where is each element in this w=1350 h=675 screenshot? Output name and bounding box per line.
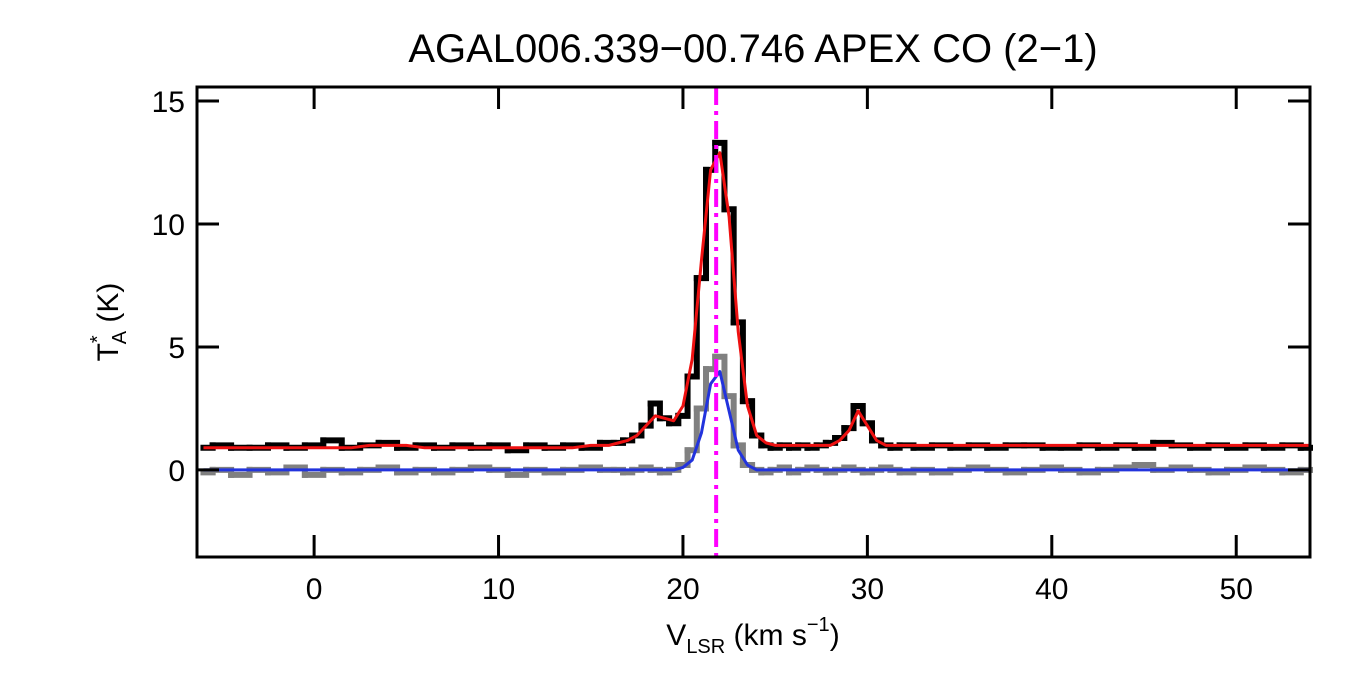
- fit-line: [203, 151, 1310, 450]
- plot-background: [197, 87, 1310, 557]
- spectrum-step: [647, 400, 663, 422]
- x-label-end: ): [830, 619, 840, 652]
- y-tick-label: 10: [152, 209, 185, 242]
- x-tick-label: 30: [851, 573, 884, 606]
- x-tick-label: 50: [1220, 573, 1253, 606]
- spectrum-step: [832, 425, 848, 441]
- x-label-sup: −1: [807, 614, 830, 636]
- y-tick-label: 0: [168, 455, 185, 488]
- x-label-main: V: [666, 619, 686, 652]
- x-tick-label: 40: [1035, 573, 1068, 606]
- x-tick-label: 20: [666, 573, 699, 606]
- x-label-rest: (km s: [725, 619, 807, 652]
- y-label-main: T: [92, 343, 125, 361]
- y-label-rest: (K): [92, 283, 125, 331]
- chart-title: AGAL006.339−00.746 APEX CO (2−1): [408, 27, 1097, 71]
- y-tick-label: 15: [152, 86, 185, 119]
- x-tick-label: 0: [306, 573, 323, 606]
- plot-frame: [195, 85, 1312, 559]
- x-axis-label: VLSR (km s−1): [666, 614, 839, 658]
- x-label-sub: LSR: [686, 636, 725, 658]
- y-tick-label: 5: [168, 332, 185, 365]
- y-label-sup: *: [87, 335, 109, 343]
- x-tick-label: 10: [482, 573, 515, 606]
- fit-line: [203, 370, 1310, 472]
- y-axis-label: T*A (K): [87, 283, 131, 362]
- spectrum-step: [712, 353, 728, 400]
- y-label-sub: A: [109, 330, 131, 344]
- spectrum-step: [841, 402, 857, 432]
